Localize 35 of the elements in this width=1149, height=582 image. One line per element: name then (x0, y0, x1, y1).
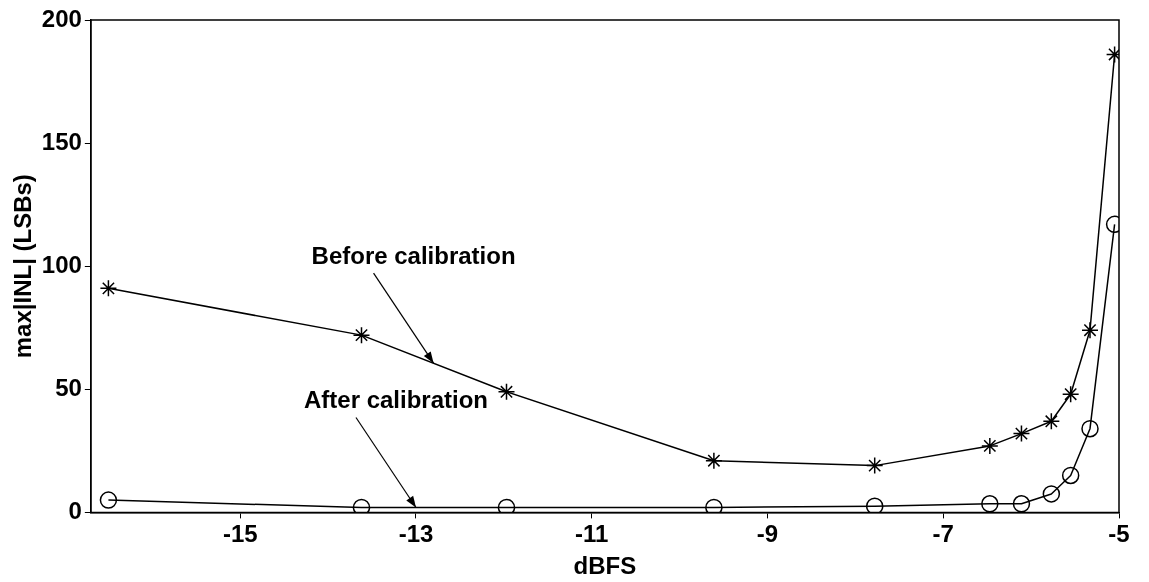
y-tick-label: 0 (68, 497, 82, 525)
point (1012, 495, 1031, 513)
x-tick-label: -11 (575, 520, 609, 548)
point (1042, 485, 1061, 503)
point (705, 451, 723, 470)
y-axis-title: max|INL| (LSBs) (9, 174, 37, 359)
point (1081, 419, 1099, 438)
y-tick-label: 200 (41, 4, 82, 32)
point (981, 437, 999, 455)
point (352, 326, 371, 344)
point (99, 279, 118, 298)
x-tick-label: -7 (932, 520, 954, 548)
point (352, 498, 371, 513)
point (99, 491, 118, 509)
point (497, 498, 516, 513)
annotation: After calibration (303, 386, 488, 414)
point (1042, 412, 1061, 431)
point (705, 498, 723, 513)
point (865, 456, 884, 475)
annotation: Before calibration (311, 241, 516, 269)
x-tick-label: -13 (398, 520, 434, 548)
x-tick-label: -15 (222, 520, 258, 548)
point (981, 495, 999, 513)
y-tick-label: 100 (41, 250, 82, 278)
x-tick-label: -5 (1108, 520, 1130, 548)
y-tick-label: 50 (55, 373, 82, 401)
point (1081, 321, 1099, 339)
x-axis-title: dBFS (573, 552, 637, 580)
point (497, 383, 516, 401)
x-tick-label: -9 (756, 520, 779, 548)
point (1061, 385, 1080, 403)
y-tick-label: 150 (41, 127, 82, 155)
point (1012, 424, 1031, 443)
point (865, 497, 884, 513)
point (1061, 466, 1080, 485)
